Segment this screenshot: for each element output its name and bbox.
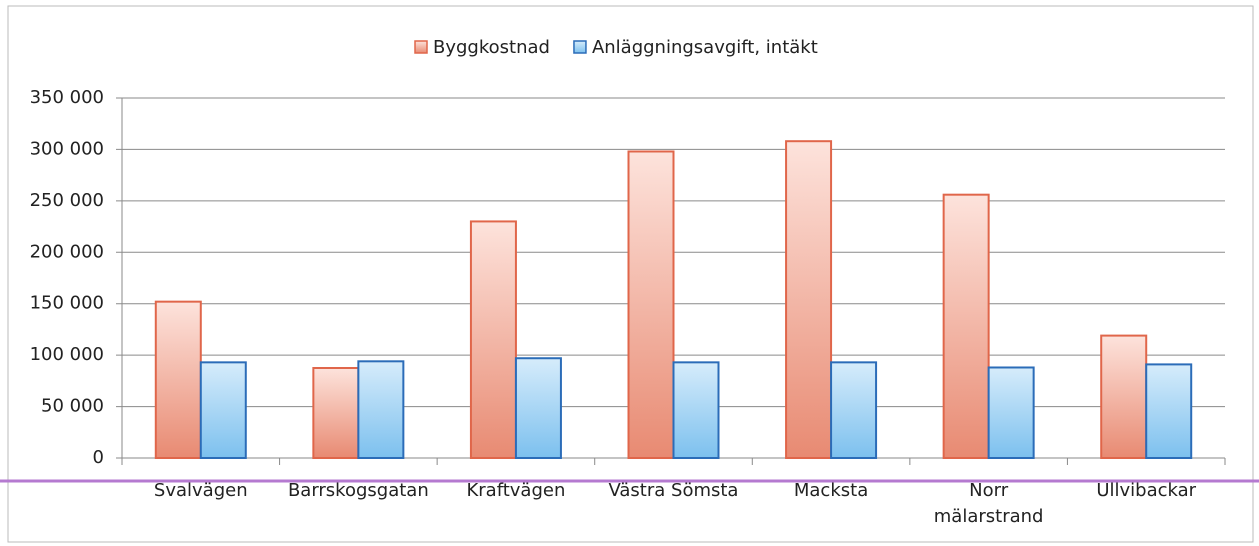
x-tick-label: Kraftvägen [466,480,566,501]
bar [514,357,562,460]
x-tick-label: Västra Sömsta [608,480,739,501]
bar [942,193,990,460]
y-tick-label: 0 [93,447,104,468]
legend-label: Byggkostnad [433,37,550,58]
y-tick-label: 300 000 [30,138,104,159]
y-tick-label: 350 000 [30,87,104,108]
bar [199,361,247,460]
bar [1100,334,1148,460]
bar [987,366,1035,459]
bar [469,220,517,459]
legend-swatch [573,40,587,54]
x-tick-label: Ullvibackar [1096,480,1197,501]
bar [785,140,833,459]
bar [830,361,878,460]
bar [154,300,202,459]
x-tick-label: Barrskogsgatan [287,480,429,501]
y-tick-label: 200 000 [30,241,104,262]
bar [627,150,675,459]
x-tick-label: Svalvägen [153,480,248,501]
y-tick-label: 100 000 [30,344,104,365]
y-tick-label: 50 000 [41,396,104,417]
bar [1145,363,1193,459]
chart-frame [7,5,1254,543]
bar [357,360,405,460]
legend-swatch [414,40,428,54]
y-tick-label: 150 000 [30,293,104,314]
y-tick-label: 250 000 [30,190,104,211]
legend-label: Anläggningsavgift, intäkt [592,37,818,58]
bar [672,361,720,460]
x-tick-label: Norr mälarstrand [933,480,1044,527]
bar [312,367,360,459]
x-tick-label: Macksta [793,480,869,501]
